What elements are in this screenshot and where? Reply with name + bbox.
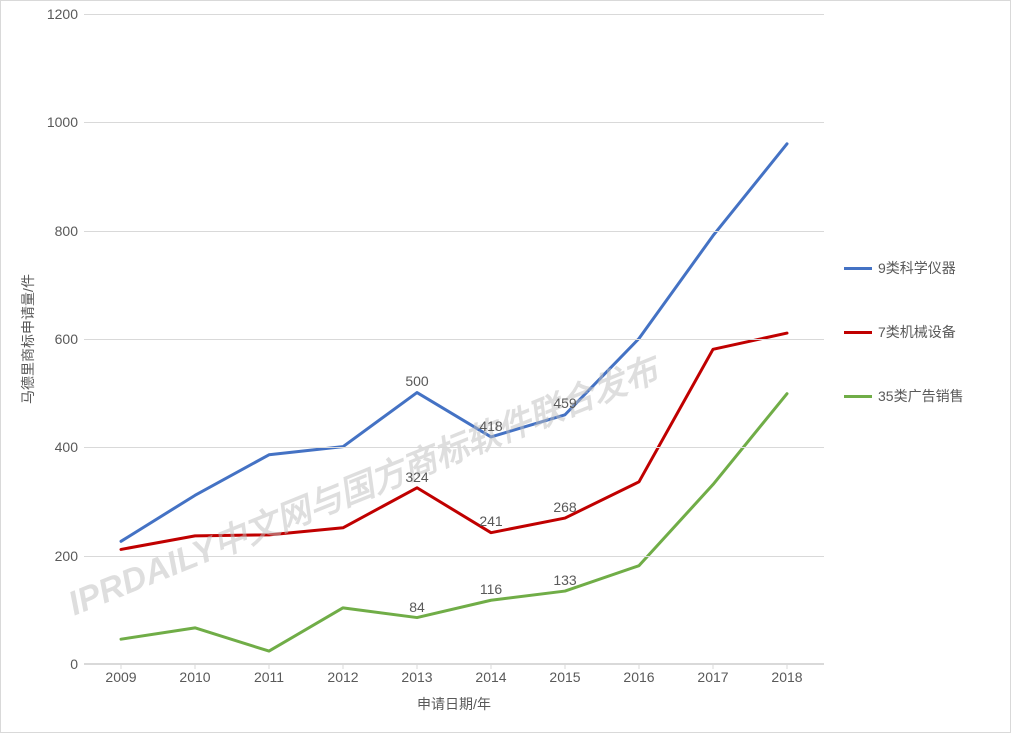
data-label: 459 xyxy=(553,395,576,411)
data-label: 133 xyxy=(553,572,576,588)
plot-area: IPRDAILY中文网与国方商标软件联合发布 02004006008001000… xyxy=(84,14,824,664)
x-tick-label: 2012 xyxy=(327,669,358,685)
y-tick-label: 1200 xyxy=(47,6,78,22)
data-label: 268 xyxy=(553,499,576,515)
y-tick-label: 200 xyxy=(55,548,78,564)
series-line xyxy=(121,144,787,542)
legend-swatch xyxy=(844,331,872,334)
legend-label: 9类科学仪器 xyxy=(878,258,956,278)
legend-item: 7类机械设备 xyxy=(844,322,964,342)
legend-swatch xyxy=(844,395,872,398)
gridline xyxy=(84,122,824,123)
x-tick-label: 2013 xyxy=(401,669,432,685)
data-label: 241 xyxy=(479,513,502,529)
y-tick-label: 1000 xyxy=(47,114,78,130)
chart-container: IPRDAILY中文网与国方商标软件联合发布 02004006008001000… xyxy=(0,0,1011,733)
legend-swatch xyxy=(844,267,872,270)
gridline xyxy=(84,447,824,448)
x-tick-label: 2010 xyxy=(179,669,210,685)
x-tick-label: 2011 xyxy=(254,669,284,685)
gridline xyxy=(84,339,824,340)
data-label: 84 xyxy=(409,599,425,615)
x-axis-title: 申请日期/年 xyxy=(417,694,491,714)
x-tick-label: 2016 xyxy=(623,669,654,685)
x-tick-label: 2014 xyxy=(475,669,506,685)
data-label: 324 xyxy=(405,469,428,485)
legend-label: 35类广告销售 xyxy=(878,386,964,406)
series-line xyxy=(121,394,787,651)
x-tick-label: 2015 xyxy=(549,669,580,685)
y-axis-title: 马德里商标申请量/件 xyxy=(18,274,38,404)
data-label: 418 xyxy=(479,418,502,434)
gridline xyxy=(84,556,824,557)
data-label: 500 xyxy=(405,373,428,389)
x-tick-label: 2017 xyxy=(697,669,728,685)
series-line xyxy=(121,333,787,549)
legend-item: 35类广告销售 xyxy=(844,386,964,406)
gridline xyxy=(84,231,824,232)
x-tick-label: 2018 xyxy=(771,669,802,685)
y-tick-label: 0 xyxy=(70,656,78,672)
y-tick-label: 600 xyxy=(55,331,78,347)
x-tick-label: 2009 xyxy=(105,669,136,685)
legend: 9类科学仪器 7类机械设备 35类广告销售 xyxy=(844,258,964,450)
y-tick-label: 400 xyxy=(55,439,78,455)
legend-label: 7类机械设备 xyxy=(878,322,956,342)
y-tick-label: 800 xyxy=(55,223,78,239)
legend-item: 9类科学仪器 xyxy=(844,258,964,278)
data-label: 116 xyxy=(480,581,502,597)
gridline xyxy=(84,14,824,15)
